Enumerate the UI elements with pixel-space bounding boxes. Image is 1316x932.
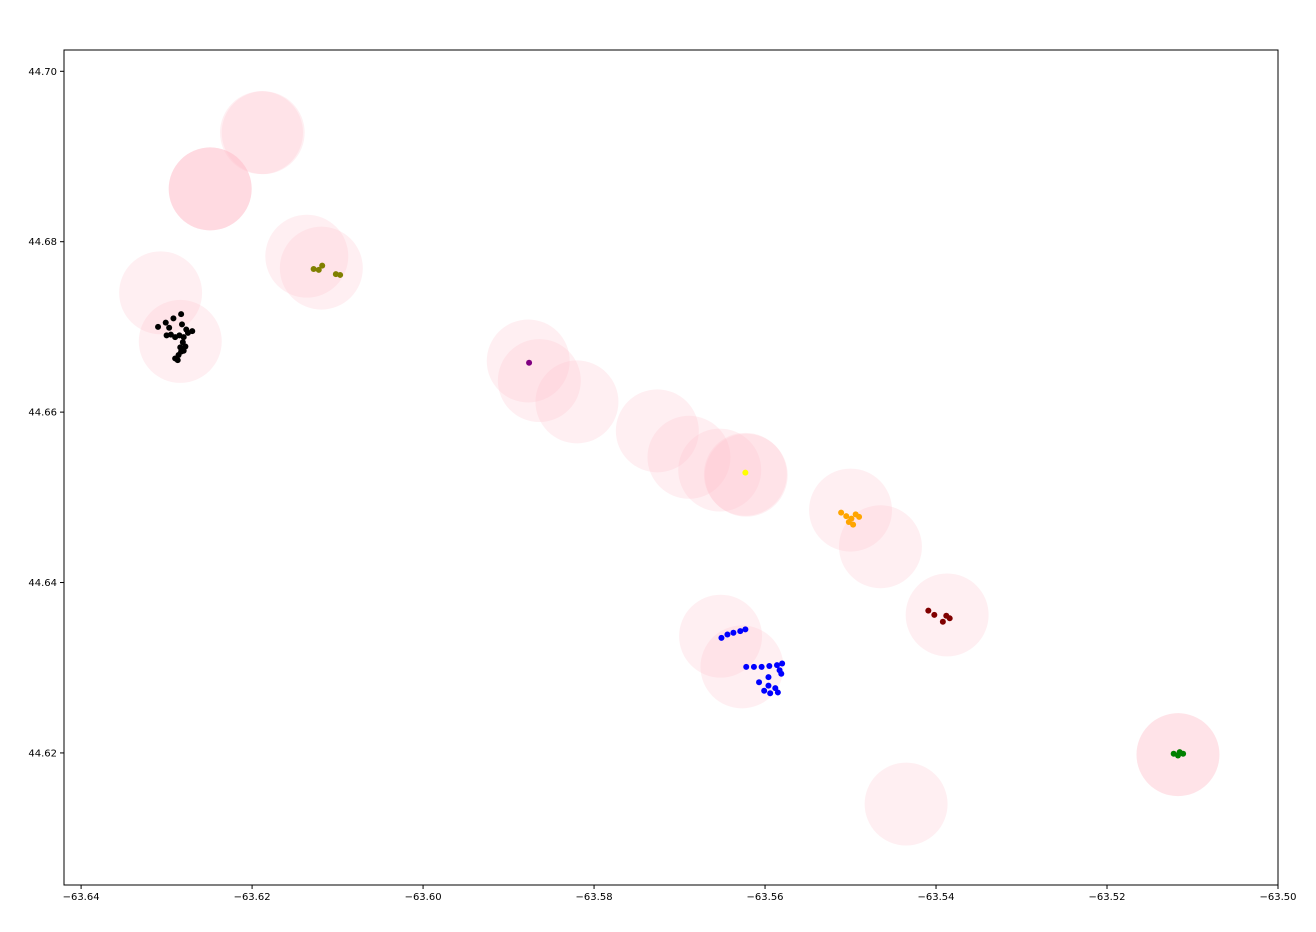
plot-area-frame [63,49,1279,886]
data-point [174,357,181,364]
radius-circle [168,147,252,231]
data-point [526,359,533,366]
radius-circle [678,428,762,512]
x-tick-label: −63.50 [1259,892,1296,903]
radius-circle [535,360,619,444]
radius-circle [497,339,581,423]
y-axis: 44.62 44.64 44.66 44.68 44.70 [28,67,64,759]
data-point [162,319,169,326]
data-point [946,615,953,622]
data-point [166,324,173,331]
radius-circle [221,91,305,175]
data-point [843,513,850,520]
series-5-points [925,607,953,625]
data-point [724,631,731,638]
radius-circle [168,147,252,231]
radius-circle [864,762,948,846]
data-point [742,626,749,633]
y-tick-label: 44.70 [28,67,57,78]
radius-circle [220,91,303,175]
cluster-points [155,262,1187,759]
data-point [765,682,772,689]
data-point [742,469,749,476]
x-tick-label: −63.62 [234,892,271,903]
radius-circle [700,625,784,709]
x-tick-label: −63.56 [747,892,784,903]
data-point [931,611,938,618]
x-tick-label: −63.54 [918,892,955,903]
data-point [838,509,845,516]
series-7-points [1170,749,1187,759]
radius-circle [615,389,699,473]
radius-circle [265,214,349,298]
radius-circle [838,505,922,589]
data-point [939,618,946,625]
data-point [178,311,185,318]
series-6-points [718,626,786,697]
data-point [779,660,786,667]
data-point [774,662,781,669]
data-point [737,628,744,635]
series-4-points [838,509,863,528]
data-point [765,674,772,681]
data-point [1176,749,1183,756]
radius-circle [168,147,252,231]
series-3-points [742,469,749,476]
data-point [170,315,177,322]
y-tick-label: 44.64 [28,578,57,589]
data-point [750,663,757,670]
data-point [850,521,857,528]
y-tick-label: 44.66 [28,408,57,419]
series-2-points [526,359,533,366]
data-point [310,265,317,272]
data-point [743,663,750,670]
data-point [184,329,191,336]
data-point [155,323,162,330]
data-point [767,690,774,697]
data-point [778,670,785,677]
series-0-points [155,311,196,364]
x-tick-label: −63.58 [576,892,613,903]
data-point [319,262,326,269]
data-point [766,663,773,670]
series-1-points [310,262,344,278]
x-tick-label: −63.60 [405,892,442,903]
data-point [756,679,763,686]
data-point [178,321,185,328]
y-tick-label: 44.62 [28,748,57,759]
data-point [925,607,932,614]
data-point [761,687,768,694]
y-tick-label: 44.68 [28,237,57,248]
x-axis: −63.64 −63.62 −63.60 −63.58 −63.56 −63.54 −63.… [63,885,1297,903]
data-point [337,271,344,278]
data-point [182,343,189,350]
data-point [718,634,725,641]
radius-circles [119,91,1220,846]
radius-circle [809,468,892,552]
x-tick-label: −63.52 [1089,892,1126,903]
data-point [758,663,765,670]
data-point [856,513,863,520]
data-point [774,689,781,696]
radius-circle [647,415,731,499]
data-point [315,266,322,273]
data-point [730,629,737,636]
x-tick-label: −63.64 [63,892,100,903]
data-point [178,348,185,355]
data-point [180,334,187,341]
